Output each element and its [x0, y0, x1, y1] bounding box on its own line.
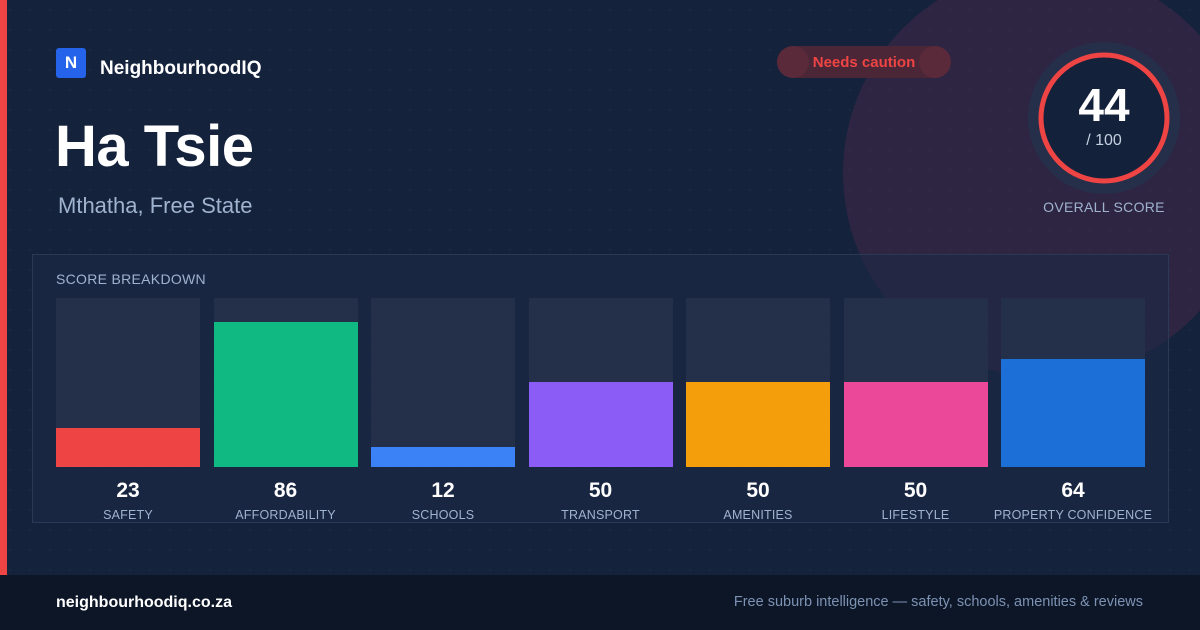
bar-value: 50: [746, 479, 770, 502]
bar-label: LIFESTYLE: [881, 508, 950, 522]
overall-score-value: 44: [1078, 79, 1130, 131]
score-bar-schools: 12 SCHOOLS: [371, 298, 515, 522]
overall-score-max: / 100: [1086, 132, 1122, 149]
score-bar-property-confidence: 64 PROPERTY CONFIDENCE: [994, 298, 1152, 522]
badge-cap-left: [777, 46, 809, 78]
status-badge: Needs caution: [777, 46, 951, 78]
footer-tagline: Free suburb intelligence — safety, schoo…: [733, 594, 1143, 610]
bar-track: [528, 298, 673, 467]
suburb-name: Ha Tsie: [55, 114, 254, 179]
overall-score-ring: 44 / 100: [1028, 42, 1180, 194]
brand-logo-icon: N: [56, 48, 86, 78]
score-ring-stroke: [1038, 52, 1170, 184]
bar-value: 23: [116, 479, 140, 502]
bar-value: 64: [1061, 479, 1085, 502]
bar-fill: [528, 382, 673, 467]
score-breakdown-title: SCORE BREAKDOWN: [56, 271, 206, 287]
score-bar-amenities: 50 AMENITIES: [686, 298, 830, 522]
bar-track: [686, 298, 830, 467]
status-badge-label: Needs caution: [812, 53, 916, 71]
score-bar-transport: 50 TRANSPORT: [528, 298, 673, 522]
bar-track: [1001, 298, 1145, 467]
bar-track: [371, 298, 515, 467]
brand[interactable]: N NeighbourhoodIQ: [56, 46, 261, 80]
badge-cap-right: [919, 46, 951, 78]
bar-fill: [843, 382, 988, 467]
accent-stripe: [0, 0, 7, 575]
suburb-location: Mthatha, Free State: [58, 193, 253, 218]
bar-fill: [56, 428, 200, 467]
score-bar-safety: 23 SAFETY: [56, 298, 200, 522]
bar-label: TRANSPORT: [561, 508, 640, 522]
bar-value: 50: [588, 479, 613, 502]
bar-fill: [1001, 359, 1145, 467]
footer: neighbourhoodiq.co.za Free suburb intell…: [0, 575, 1200, 630]
bar-track: [56, 298, 200, 467]
overall-score-label: OVERALL SCORE: [1043, 199, 1165, 215]
bar-label: SAFETY: [103, 508, 153, 522]
footer-domain-link[interactable]: neighbourhoodiq.co.za: [56, 594, 232, 611]
bar-track: [843, 298, 988, 467]
bar-label: AFFORDABILITY: [235, 508, 336, 522]
bar-label: PROPERTY CONFIDENCE: [993, 508, 1153, 522]
bar-fill: [371, 447, 515, 467]
bar-label: AMENITIES: [723, 508, 793, 522]
bar-track: [213, 298, 358, 467]
brand-name: NeighbourhoodIQ: [100, 58, 262, 79]
bar-fill: [213, 322, 358, 467]
bar-label: SCHOOLS: [411, 508, 475, 522]
score-ring-graphic: [1028, 42, 1180, 194]
score-bar-lifestyle: 50 LIFESTYLE: [843, 298, 988, 522]
bar-value: 86: [273, 479, 298, 502]
bar-value: 12: [431, 479, 455, 502]
bar-fill: [686, 382, 830, 467]
score-bar-affordability: 86 AFFORDABILITY: [213, 298, 358, 522]
bar-value: 50: [903, 479, 928, 502]
